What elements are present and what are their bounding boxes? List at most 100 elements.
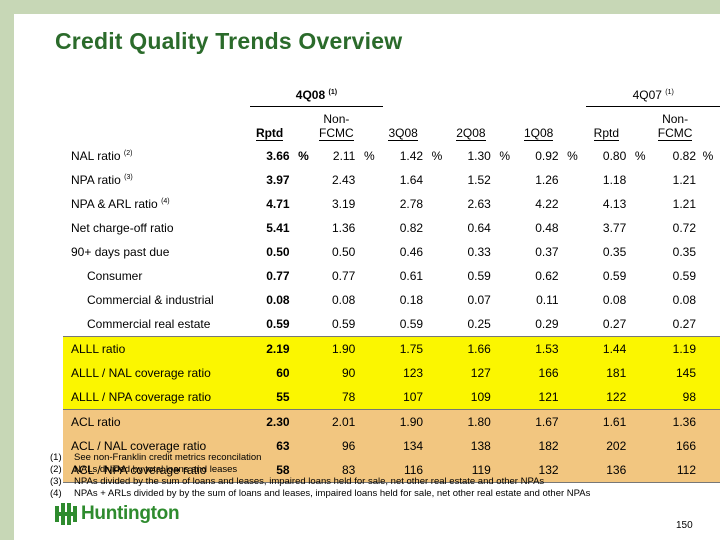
page-title: Credit Quality Trends Overview bbox=[55, 28, 403, 54]
table-cell: 1.90 bbox=[317, 336, 356, 361]
table-cell: 0.08 bbox=[602, 293, 627, 307]
footnote-4: (4) NPAs + ARLs divided by by the sum of … bbox=[50, 488, 591, 499]
table-cell: 1.19 bbox=[654, 336, 697, 361]
decorative-top-bar bbox=[14, 0, 720, 14]
table-cell: 0.33 bbox=[467, 245, 491, 259]
huntington-logo-icon bbox=[55, 503, 77, 525]
table-cell: 55 bbox=[249, 385, 290, 410]
percent-sign: % bbox=[431, 149, 443, 163]
row-label: ACL / NAL coverage ratio bbox=[63, 434, 250, 458]
table-cell: 0.29 bbox=[535, 317, 559, 331]
table-cell: 0.11 bbox=[536, 293, 559, 307]
table-body: NAL ratio (2) 3.66% 2.11% 1.42% 1.30% 0.92% 0.… bbox=[63, 144, 720, 483]
percent-sign: % bbox=[499, 149, 511, 163]
table-row: ACL ratio 2.30 2.01 1.90 1.80 1.67 1.61 1.36 bbox=[63, 409, 720, 434]
logo-text: Huntington bbox=[81, 503, 180, 524]
table-cell: 0.48 bbox=[535, 221, 559, 235]
table-cell: 127 bbox=[450, 361, 491, 385]
table-cell: 2.43 bbox=[332, 173, 356, 187]
row-footnote-ref: (2) bbox=[123, 150, 133, 157]
table-cell: 83 bbox=[317, 458, 356, 483]
table-cell: 0.77 bbox=[332, 269, 356, 283]
table-cell: 132 bbox=[518, 458, 559, 483]
table-cell: 1.42 bbox=[399, 149, 424, 163]
footnotes: (1) See non-Franklin credit metrics recon… bbox=[50, 452, 590, 500]
table-cell: 134 bbox=[383, 434, 424, 458]
table-cell: 4.71 bbox=[266, 197, 290, 211]
table-cell: 0.59 bbox=[332, 317, 356, 331]
table-cell: 0.46 bbox=[399, 245, 424, 259]
row-label: NPA ratio (3) bbox=[71, 173, 133, 187]
row-footnote-ref: (3) bbox=[124, 174, 133, 181]
table-cell: 0.59 bbox=[399, 317, 424, 331]
table-cell: 136 bbox=[586, 458, 627, 483]
table-cell: 90 bbox=[317, 361, 356, 385]
table-cell: 0.07 bbox=[467, 293, 491, 307]
page-number: 150 bbox=[676, 520, 693, 531]
table-cell: 98 bbox=[654, 385, 697, 410]
row-label: NAL ratio (2) bbox=[71, 149, 133, 163]
col-header-1q08: 1Q08 bbox=[523, 126, 554, 141]
table-cell: 0.35 bbox=[602, 245, 627, 259]
table-cell: 109 bbox=[450, 385, 491, 410]
table-cell: 0.27 bbox=[672, 317, 697, 331]
table-cell: 0.27 bbox=[602, 317, 627, 331]
group-header-4q07: 4Q07 (1) bbox=[586, 84, 720, 107]
table-cell: 1.18 bbox=[602, 173, 627, 187]
footnote-3: (3) NPAs divided by the sum of loans and … bbox=[50, 476, 545, 487]
table-cell: 2.63 bbox=[467, 197, 491, 211]
col-header-nonfcmc-4q07: Non- FCMC bbox=[657, 112, 693, 141]
table-row: ALLL ratio 2.19 1.90 1.75 1.66 1.53 1.44 1.19 bbox=[63, 336, 720, 361]
table-row: Consumer 0.77 0.77 0.61 0.59 0.62 0.59 0.59 bbox=[63, 264, 720, 288]
table-cell: 0.59 bbox=[266, 317, 290, 331]
table-cell: 1.30 bbox=[467, 149, 491, 163]
col-header-nonfcmc-4q08: Non- FCMC bbox=[319, 112, 354, 141]
table-cell: 58 bbox=[249, 458, 290, 483]
table-cell: 1.36 bbox=[654, 409, 697, 434]
table-cell: 112 bbox=[654, 458, 697, 483]
table-cell: 0.80 bbox=[602, 149, 627, 163]
percent-sign: % bbox=[363, 149, 375, 163]
table-cell: 0.82 bbox=[399, 221, 424, 235]
table-cell: 166 bbox=[518, 361, 559, 385]
table-cell: 138 bbox=[450, 434, 491, 458]
table-cell: 1.75 bbox=[383, 336, 424, 361]
table-cell: 1.52 bbox=[467, 173, 491, 187]
table-cell: 0.62 bbox=[535, 269, 559, 283]
table-cell: 1.21 bbox=[672, 197, 697, 211]
row-label: Commercial real estate bbox=[87, 317, 211, 331]
row-footnote-ref: (4) bbox=[161, 198, 170, 205]
table-cell: 0.50 bbox=[266, 245, 290, 259]
table-cell: 78 bbox=[317, 385, 356, 410]
table-cell: 2.78 bbox=[399, 197, 424, 211]
col-header-2q08: 2Q08 bbox=[456, 126, 486, 141]
footnote-1: (1) See non-Franklin credit metrics recon… bbox=[50, 452, 262, 463]
table-cell: 1.64 bbox=[399, 173, 424, 187]
table-row: Commercial & industrial 0.08 0.08 0.18 0.07 0… bbox=[63, 288, 720, 312]
table-cell: 0.08 bbox=[266, 293, 290, 307]
table-row: Commercial real estate 0.59 0.59 0.59 0.25 0.… bbox=[63, 312, 720, 337]
row-label: 90+ days past due bbox=[71, 245, 170, 259]
table-cell: 0.50 bbox=[332, 245, 356, 259]
table-cell: 119 bbox=[450, 458, 491, 483]
table-cell: 181 bbox=[586, 361, 627, 385]
table-cell: 145 bbox=[654, 361, 697, 385]
row-label: Consumer bbox=[87, 269, 143, 283]
row-label: ALLL ratio bbox=[63, 336, 250, 361]
table-cell: 4.22 bbox=[535, 197, 559, 211]
table-cell: 0.92 bbox=[535, 149, 559, 163]
table-cell: 0.18 bbox=[399, 293, 424, 307]
table-cell: 0.37 bbox=[535, 245, 559, 259]
table-cell: 0.35 bbox=[672, 245, 697, 259]
table-cell: 5.41 bbox=[266, 221, 290, 235]
table-cell: 182 bbox=[518, 434, 559, 458]
table-cell: 1.61 bbox=[586, 409, 627, 434]
row-label: Commercial & industrial bbox=[87, 293, 214, 307]
table-row: NPA & ARL ratio (4) 4.71 3.19 2.78 2.63 4.22 4… bbox=[63, 192, 720, 216]
table-cell: 0.72 bbox=[672, 221, 697, 235]
table-cell: 166 bbox=[654, 434, 697, 458]
table-cell: 1.66 bbox=[450, 336, 491, 361]
table-cell: 1.67 bbox=[518, 409, 559, 434]
table-cell: 123 bbox=[383, 361, 424, 385]
table-cell: 1.44 bbox=[586, 336, 627, 361]
